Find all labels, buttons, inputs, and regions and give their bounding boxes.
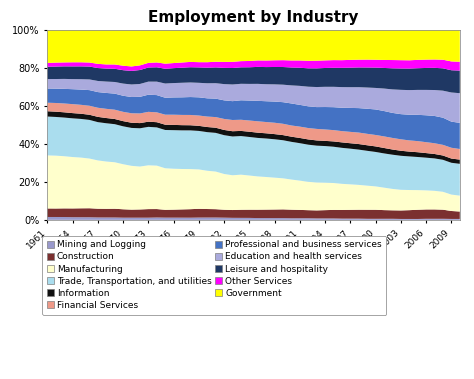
Title: Employment by Industry: Employment by Industry xyxy=(148,10,359,25)
Legend: Mining and Logging, Construction, Manufacturing, Trade, Transportation, and util: Mining and Logging, Construction, Manufa… xyxy=(43,236,386,315)
